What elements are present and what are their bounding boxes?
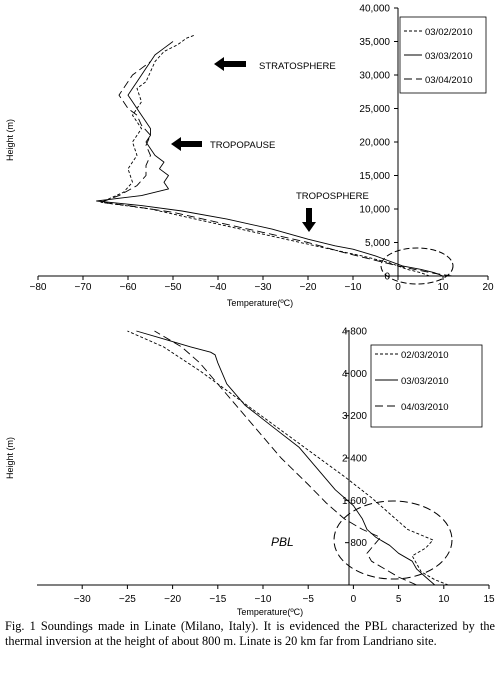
- x-tick-label: −30: [255, 282, 272, 293]
- bottom-legend: 02/03/2010 03/03/2010 04/03/2010: [370, 344, 483, 428]
- series-line-2: [96, 41, 444, 277]
- bottom-series: [127, 330, 449, 586]
- bottom-legend-item: 04/03/2010: [401, 402, 449, 413]
- x-tick-label: −70: [75, 282, 92, 293]
- y-tick-label: 5,000: [365, 238, 390, 249]
- bottom-x-axis-label: Temperature(ºC): [237, 607, 303, 617]
- x-tick-label: −80: [30, 282, 47, 293]
- x-tick-label: −20: [164, 594, 181, 605]
- series-line-3: [154, 330, 417, 586]
- x-tick-label: −25: [119, 594, 136, 605]
- y-tick-label: 2,400: [342, 454, 367, 465]
- troposphere-label: TROPOSPHERE: [296, 191, 369, 202]
- top-x-axis-label: Temperature(ºC): [227, 298, 293, 308]
- y-tick-label: 3,200: [342, 411, 367, 422]
- y-tick-label: 30,000: [359, 71, 390, 82]
- x-tick-label: −20: [300, 282, 317, 293]
- series-line-3: [100, 61, 453, 277]
- y-tick-label: 4,000: [342, 369, 367, 380]
- x-tick-label: −5: [302, 594, 314, 605]
- x-tick-label: −10: [255, 594, 272, 605]
- figure-caption: Fig. 1 Soundings made in Linate (Milano,…: [5, 619, 495, 648]
- y-tick-label: 15,000: [359, 171, 390, 182]
- y-tick-label: 800: [350, 538, 367, 549]
- top-ticks: −80 −70 −60 −50 −40 −30 −20 −10 0 10 20 0 5,000 10,00…: [30, 4, 494, 294]
- tropopause-label: TROPOPAUSE: [210, 140, 275, 151]
- bottom-legend-item: 03/03/2010: [401, 376, 449, 387]
- top-legend-item: 03/04/2010: [425, 75, 473, 86]
- x-tick-label: −40: [210, 282, 227, 293]
- stratosphere-label: STRATOSPHERE: [259, 61, 336, 72]
- x-tick-label: −15: [209, 594, 226, 605]
- top-legend-item: 03/02/2010: [425, 27, 473, 38]
- top-pbl-ellipse: [380, 247, 454, 285]
- top-legend: 03/02/2010 03/03/2010 03/04/2010: [399, 16, 487, 94]
- x-tick-label: −60: [120, 282, 137, 293]
- troposphere-arrow: [302, 208, 316, 232]
- y-tick-label: 4,800: [342, 327, 367, 338]
- y-tick-label: 0: [384, 272, 390, 283]
- series-line-2: [136, 330, 436, 586]
- bottom-chart: Height (m) Temperature(ºC) −30 −25 −20 −15−…: [5, 327, 495, 618]
- tropopause-arrow: [171, 137, 202, 151]
- x-tick-label: −30: [74, 594, 91, 605]
- x-tick-label: 10: [437, 282, 449, 293]
- y-tick-label: 40,000: [359, 4, 390, 15]
- stratosphere-arrow: [214, 57, 246, 71]
- x-tick-label: −10: [345, 282, 362, 293]
- bottom-pbl-ellipse: [333, 500, 453, 580]
- pbl-label: PBL: [271, 535, 294, 549]
- top-y-axis-label: Height (m): [5, 119, 15, 161]
- x-tick-label: 20: [482, 282, 494, 293]
- bottom-y-axis-label: Height (m): [5, 437, 15, 479]
- x-tick-label: 5: [396, 594, 402, 605]
- x-tick-label: 0: [351, 594, 357, 605]
- top-legend-item: 03/03/2010: [425, 51, 473, 62]
- y-tick-label: 1,600: [342, 496, 367, 507]
- y-tick-label: 25,000: [359, 104, 390, 115]
- x-tick-label: 15: [483, 594, 495, 605]
- top-chart: Height (m) Temperature(ºC) −80 −70 −60 −50−…: [5, 4, 494, 309]
- y-tick-label: 35,000: [359, 37, 390, 48]
- y-tick-label: 20,000: [359, 138, 390, 149]
- bottom-legend-item: 02/03/2010: [401, 350, 449, 361]
- series-line-1: [100, 34, 430, 277]
- series-line-1: [127, 330, 449, 586]
- top-series: [96, 34, 453, 277]
- x-tick-label: 0: [395, 282, 401, 293]
- bottom-ticks: −30 −25 −20 −15 −10 −5 0 5 10 15 800 1,600 2,400 3,20…: [74, 327, 495, 606]
- x-tick-label: −50: [165, 282, 182, 293]
- x-tick-label: 10: [438, 594, 450, 605]
- y-tick-label: 10,000: [359, 205, 390, 216]
